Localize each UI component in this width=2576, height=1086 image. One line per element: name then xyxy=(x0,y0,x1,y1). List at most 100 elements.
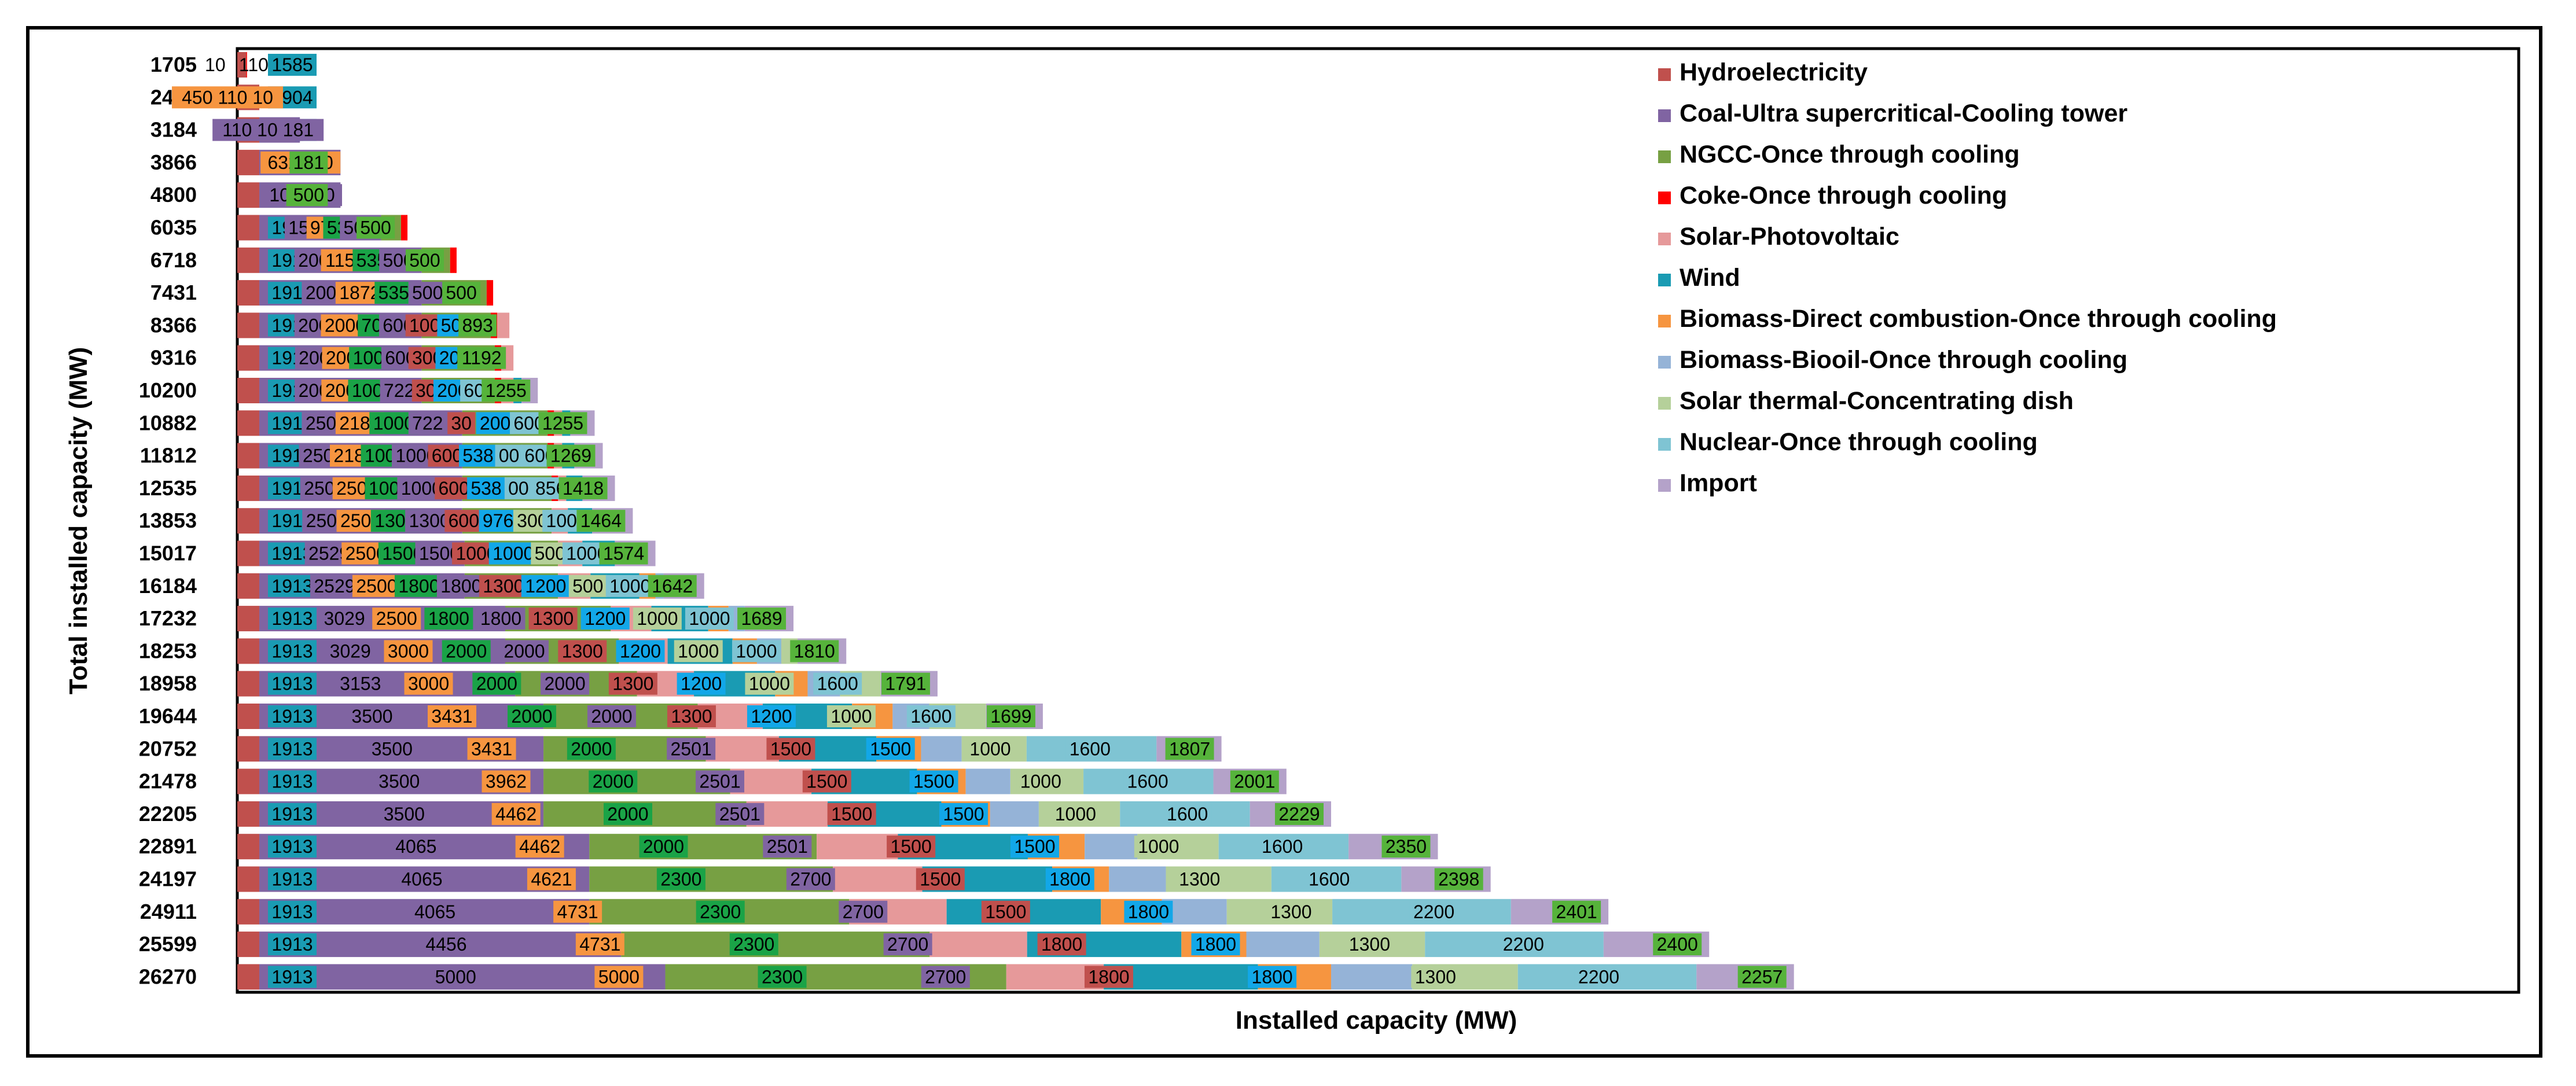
segment-label-bg xyxy=(1653,933,1702,956)
y-tick-label: 26270 xyxy=(139,964,197,988)
segment-label: 1000 xyxy=(609,576,651,597)
bar-segment xyxy=(237,540,260,566)
segment-label: 1200 xyxy=(751,706,792,727)
segment-label-bg xyxy=(268,770,317,793)
segment-label: 1000 xyxy=(373,413,414,433)
bar-segment xyxy=(237,443,260,469)
segment-label-bg xyxy=(268,672,317,695)
bar-segment xyxy=(237,671,260,697)
segment-label: 2000 xyxy=(591,706,632,727)
segment-label: 2700 xyxy=(887,934,928,955)
segment-label-bg xyxy=(921,966,970,988)
segment-label-bg xyxy=(289,184,328,207)
segment-label-bg xyxy=(1737,966,1787,988)
segment-label: 1913 xyxy=(271,934,313,955)
segment-label-bg xyxy=(639,835,688,858)
segment-label-bg xyxy=(1499,933,1548,956)
segment-label-bg xyxy=(495,444,523,467)
segment-label: 538 xyxy=(471,478,501,499)
bar-segment xyxy=(237,378,260,403)
segment-label-bg xyxy=(467,738,516,760)
segment-label: 2398 xyxy=(1438,869,1479,890)
segment-label: 1500 xyxy=(943,804,984,824)
segment-label: 1255 xyxy=(542,413,583,433)
bar-segment xyxy=(1331,964,1413,990)
segment-label-bg xyxy=(467,477,506,499)
bar-segment xyxy=(1246,932,1320,958)
segment-label: 3431 xyxy=(431,706,472,727)
segment-label: 1000 xyxy=(637,608,678,629)
segment-label: 535 xyxy=(379,282,409,303)
bar-segment xyxy=(1109,866,1166,892)
segment-label: 2300 xyxy=(762,966,803,987)
legend-swatch xyxy=(1658,150,1671,163)
segment-label: 3000 xyxy=(408,673,449,694)
y-tick-label: 13853 xyxy=(139,509,197,532)
y-tick-label: 3184 xyxy=(150,118,197,142)
segment-label-bg xyxy=(476,412,515,435)
bar-segment xyxy=(486,280,494,306)
segment-label: 1913 xyxy=(271,836,313,857)
y-tick-label: 17232 xyxy=(139,606,197,630)
segment-label-bg xyxy=(883,933,932,956)
legend-swatch xyxy=(1658,109,1671,122)
segment-label: 4065 xyxy=(395,836,436,857)
bar-segment xyxy=(246,52,247,78)
segment-label-bg xyxy=(212,119,324,141)
segment-label-bg xyxy=(674,640,723,662)
segment-label-bg xyxy=(488,542,538,565)
segment-label-bg xyxy=(567,738,616,760)
segment-label: 2300 xyxy=(733,934,774,955)
bar-segment xyxy=(237,606,260,632)
segment-label-bg xyxy=(685,608,734,630)
segment-label: 2000 xyxy=(607,804,648,824)
segment-label: 2300 xyxy=(700,901,741,922)
segment-label-bg xyxy=(580,608,630,630)
bar-segment xyxy=(237,768,260,794)
segment-label-bg xyxy=(1411,966,1460,988)
segment-label-bg xyxy=(786,868,835,890)
segment-label-bg xyxy=(1037,933,1086,956)
segment-label: 2200 xyxy=(1503,934,1544,955)
segment-label-bg xyxy=(826,705,876,727)
segment-label-bg xyxy=(457,347,506,369)
segment-label: 10 xyxy=(205,54,226,75)
segment-label-bg xyxy=(633,608,682,630)
y-tick-label: 21478 xyxy=(139,770,197,793)
segment-label-bg xyxy=(1191,933,1240,956)
segment-label: 1200 xyxy=(525,576,566,597)
segment-label: 2000 xyxy=(643,836,684,857)
segment-label-bg xyxy=(472,672,521,695)
segment-label-bg xyxy=(368,738,417,760)
legend-swatch xyxy=(1658,233,1671,245)
segment-label-bg xyxy=(1175,868,1224,890)
segment-label-bg xyxy=(667,738,716,760)
bar-segment xyxy=(237,801,260,827)
segment-label: 1800 xyxy=(1049,869,1090,890)
segment-label: 1200 xyxy=(681,673,722,694)
segment-label-bg xyxy=(906,705,956,727)
segment-label-bg xyxy=(1381,835,1431,858)
segment-label: 2500 xyxy=(376,608,417,629)
segment-label: 1913 xyxy=(271,640,313,661)
segment-label: 1500 xyxy=(891,836,932,857)
segment-label-bg xyxy=(528,608,578,630)
segment-label: 1913 xyxy=(271,608,313,629)
segment-label-bg xyxy=(289,151,328,174)
bar-segment xyxy=(400,215,408,241)
segment-label-bg xyxy=(667,705,716,727)
segment-label-bg xyxy=(541,672,590,695)
segment-label: 30 xyxy=(416,380,436,401)
segment-label-bg xyxy=(839,900,888,923)
segment-label: 2001 xyxy=(1234,771,1275,792)
segment-label: 2500 xyxy=(356,576,397,597)
bar-segment xyxy=(237,704,260,729)
segment-label-bg xyxy=(656,868,705,890)
segment-label: 1300 xyxy=(532,608,574,629)
segment-label-bg xyxy=(715,802,765,825)
segment-label-bg xyxy=(763,835,812,858)
segment-label-bg xyxy=(268,933,317,956)
segment-label: 1800 xyxy=(1041,934,1082,955)
bar-segment xyxy=(237,475,260,501)
segment-label: 2350 xyxy=(1386,836,1427,857)
